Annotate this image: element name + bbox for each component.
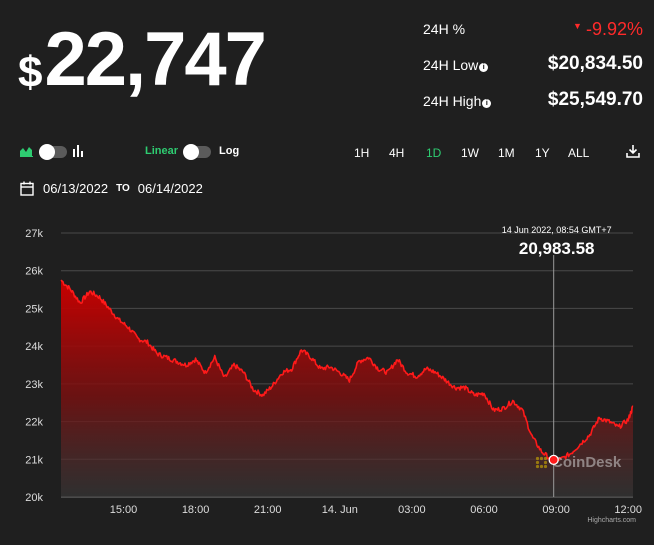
x-tick-label: 14. Jun bbox=[322, 504, 358, 516]
stats-panel: 24H % ▼ -9.92% 24H Low i $20,834.50 24H Hi… bbox=[423, 14, 643, 122]
y-axis: 20k 21k 22k 23k 24k 25k 26k 27k bbox=[25, 228, 43, 504]
stat-value: $25,549.70 bbox=[547, 89, 643, 110]
x-tick-label: 03:00 bbox=[398, 504, 426, 516]
x-tick-label: 15:00 bbox=[110, 504, 138, 516]
info-icon[interactable]: i bbox=[482, 99, 492, 108]
stat-label: 24H High bbox=[423, 93, 482, 109]
y-tick-label: 20k bbox=[25, 492, 43, 504]
date-to-input[interactable]: 06/14/2022 bbox=[137, 180, 203, 196]
x-tick-label: 21:00 bbox=[254, 504, 282, 516]
logo-dot bbox=[535, 460, 540, 465]
chart-type-toggle[interactable] bbox=[39, 144, 67, 160]
x-tick-label: 18:00 bbox=[182, 504, 210, 516]
logo-dot bbox=[543, 456, 548, 461]
date-range: 06/13/2022 TO 06/14/2022 bbox=[20, 178, 203, 198]
y-tick-label: 26k bbox=[25, 266, 43, 278]
range-1w-button[interactable]: 1W bbox=[461, 146, 479, 160]
y-tick-label: 23k bbox=[25, 379, 43, 391]
date-from-input[interactable]: 06/13/2022 bbox=[43, 180, 109, 196]
credits-text[interactable]: Highcharts.com bbox=[587, 517, 636, 524]
logo-dot bbox=[539, 464, 544, 469]
x-tick-label: 09:00 bbox=[542, 504, 570, 516]
logo-dot bbox=[543, 464, 548, 469]
range-1h-button[interactable]: 1H bbox=[354, 146, 370, 160]
stat-label: 24H Low bbox=[423, 57, 479, 73]
down-triangle-icon: ▼ bbox=[573, 21, 582, 31]
y-tick-label: 27k bbox=[25, 228, 43, 240]
price-value: 22,747 bbox=[44, 17, 266, 102]
hover-point bbox=[548, 454, 559, 466]
logo-dot bbox=[535, 456, 540, 461]
info-icon[interactable]: i bbox=[479, 63, 489, 72]
tooltip-date: 14 Jun 2022, 08:54 GMT+7 bbox=[502, 225, 612, 235]
range-1m-button[interactable]: 1M bbox=[498, 146, 515, 160]
stat-24h-high: 24H High i $25,549.70 bbox=[423, 86, 643, 122]
range-1y-button[interactable]: 1Y bbox=[535, 146, 550, 160]
x-tick-label: 12:00 bbox=[614, 504, 642, 516]
x-tick-label: 06:00 bbox=[470, 504, 498, 516]
coindesk-logo-icon bbox=[535, 456, 548, 469]
coindesk-watermark: CoinDesk bbox=[535, 454, 622, 471]
logo-dot bbox=[539, 456, 544, 461]
range-4h-button[interactable]: 4H bbox=[389, 146, 405, 160]
range-1d-button[interactable]: 1D bbox=[426, 146, 442, 160]
calendar-icon[interactable] bbox=[20, 181, 34, 196]
price-area bbox=[61, 280, 633, 497]
stat-value: $20,834.50 bbox=[547, 53, 643, 74]
stat-label: 24H % bbox=[423, 21, 466, 37]
stat-24h-low: 24H Low i $20,834.50 bbox=[423, 50, 643, 86]
date-to-label: TO bbox=[116, 182, 130, 194]
y-tick-label: 21k bbox=[25, 454, 43, 466]
watermark-text: CoinDesk bbox=[552, 454, 622, 471]
bar-chart-icon[interactable] bbox=[73, 145, 85, 157]
currency-symbol: $ bbox=[18, 48, 43, 97]
range-all-button[interactable]: ALL bbox=[568, 146, 590, 160]
logo-dot bbox=[535, 464, 540, 469]
x-axis: 15:00 18:00 21:00 14. Jun 03:00 06:00 09:00 12:… bbox=[110, 504, 642, 516]
price-line bbox=[60, 279, 634, 462]
stat-24h-change: 24H % ▼ -9.92% bbox=[423, 14, 643, 50]
y-tick-label: 24k bbox=[25, 341, 43, 353]
price-chart[interactable]: 20k 21k 22k 23k 24k 25k 26k 27k 15:00 18:00 21:00… bbox=[0, 210, 654, 545]
stat-value: ▼ -9.92% bbox=[573, 19, 643, 39]
y-tick-label: 22k bbox=[25, 417, 43, 429]
chart-controls: Linear Log 1H 4H 1D 1W 1M 1Y ALL bbox=[0, 140, 654, 166]
y-tick-label: 25k bbox=[25, 303, 43, 315]
current-price: $ 22,747 bbox=[18, 17, 267, 102]
tooltip-value: 20,983.58 bbox=[519, 239, 595, 258]
download-icon[interactable] bbox=[626, 144, 640, 158]
area-chart-icon[interactable] bbox=[20, 145, 33, 157]
logo-dot bbox=[543, 460, 548, 465]
linear-label[interactable]: Linear bbox=[145, 145, 179, 157]
log-label[interactable]: Log bbox=[219, 145, 240, 157]
scale-toggle[interactable] bbox=[183, 144, 211, 160]
